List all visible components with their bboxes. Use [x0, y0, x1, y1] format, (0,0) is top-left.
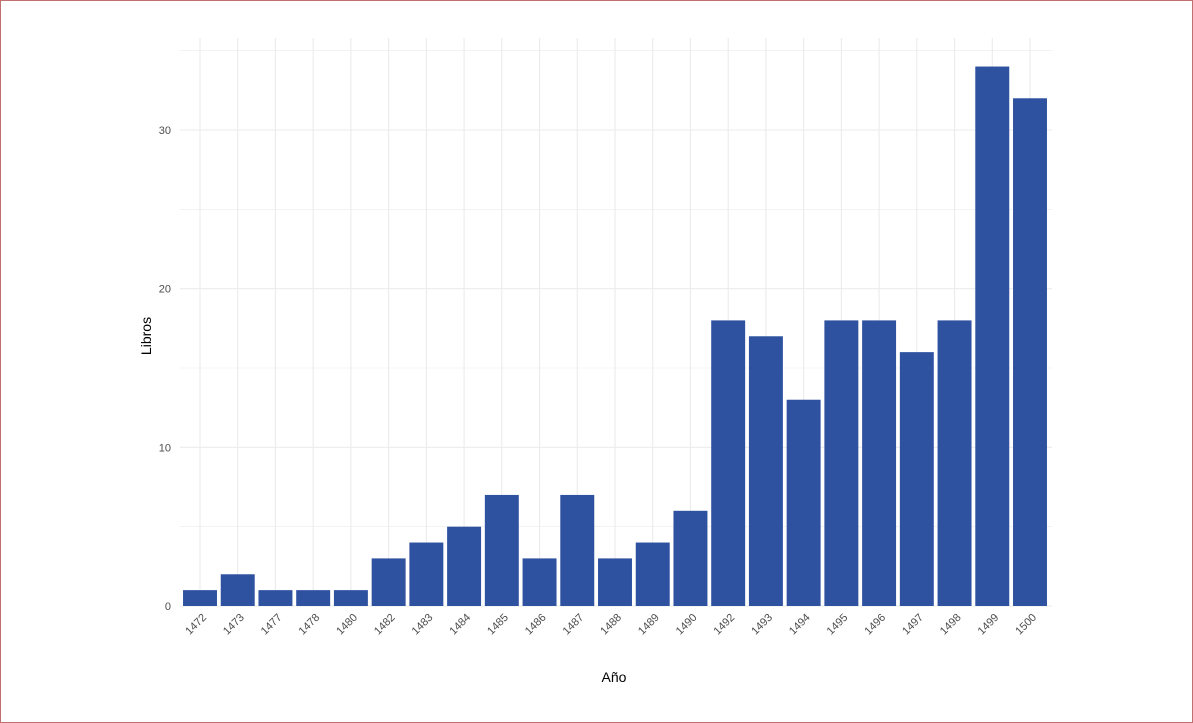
bar-1477 [258, 590, 293, 606]
bar-1488 [598, 558, 632, 606]
x-tick-label: 1483 [410, 612, 436, 638]
x-tick-label: 1499 [976, 612, 1002, 638]
bar-1497 [899, 352, 934, 606]
y-tick-label: 10 [159, 442, 171, 454]
x-tick-label: 1486 [523, 612, 549, 638]
bar-1478 [296, 590, 331, 606]
bar-1482 [371, 558, 406, 606]
x-tick-label: 1472 [183, 612, 209, 638]
x-axis-title: Año [602, 669, 627, 685]
x-tick-label: 1490 [674, 612, 700, 638]
x-tick-label: 1496 [862, 612, 888, 638]
x-tick-label: 1497 [900, 612, 926, 638]
bar-1494 [786, 399, 821, 606]
x-tick-label: 1498 [938, 612, 964, 638]
x-tick-label: 1494 [787, 612, 813, 638]
bar-1498 [937, 320, 972, 606]
x-tick-label: 1485 [485, 612, 511, 638]
x-tick-label: 1477 [259, 612, 285, 638]
bar-1486 [522, 558, 557, 606]
x-tick-label: 1484 [447, 612, 473, 638]
bar-1499 [975, 66, 1010, 607]
y-tick-label: 20 [159, 284, 171, 296]
bar-1500 [1013, 98, 1047, 607]
y-tick-label: 30 [159, 125, 171, 137]
y-tick-label: 0 [165, 601, 171, 613]
bar-1484 [447, 526, 482, 606]
x-tick-label: 1478 [297, 612, 323, 638]
x-tick-label: 1487 [561, 612, 587, 638]
y-axis-tick-labels: 0 10 20 30 [159, 125, 171, 613]
x-tick-label: 1495 [825, 612, 851, 638]
bar-1492 [711, 320, 746, 606]
x-axis-tick-labels: 1472 1473 1477 1478 1480 1482 1483 1484 1485 1486… [183, 612, 1039, 638]
bar-1480 [333, 590, 368, 606]
x-tick-label: 1493 [749, 612, 775, 638]
x-tick-label: 1492 [712, 612, 738, 638]
bar-1490 [673, 510, 708, 606]
y-axis-title: Libros [138, 317, 154, 355]
x-tick-label: 1500 [1013, 612, 1039, 638]
x-tick-label: 1489 [636, 612, 662, 638]
x-tick-label: 1482 [372, 612, 398, 638]
x-tick-label: 1473 [221, 612, 247, 638]
bar-1483 [409, 542, 444, 606]
x-tick-label: 1480 [334, 612, 360, 638]
bar-1485 [484, 494, 519, 606]
bar-1495 [824, 320, 859, 606]
bar-1487 [560, 494, 595, 606]
bar-1489 [635, 542, 670, 606]
bars [183, 66, 1047, 607]
bar-1493 [748, 336, 783, 606]
x-tick-label: 1488 [598, 612, 624, 638]
bar-1473 [220, 574, 255, 606]
bar-1496 [862, 320, 897, 606]
bar-1472 [183, 590, 217, 606]
